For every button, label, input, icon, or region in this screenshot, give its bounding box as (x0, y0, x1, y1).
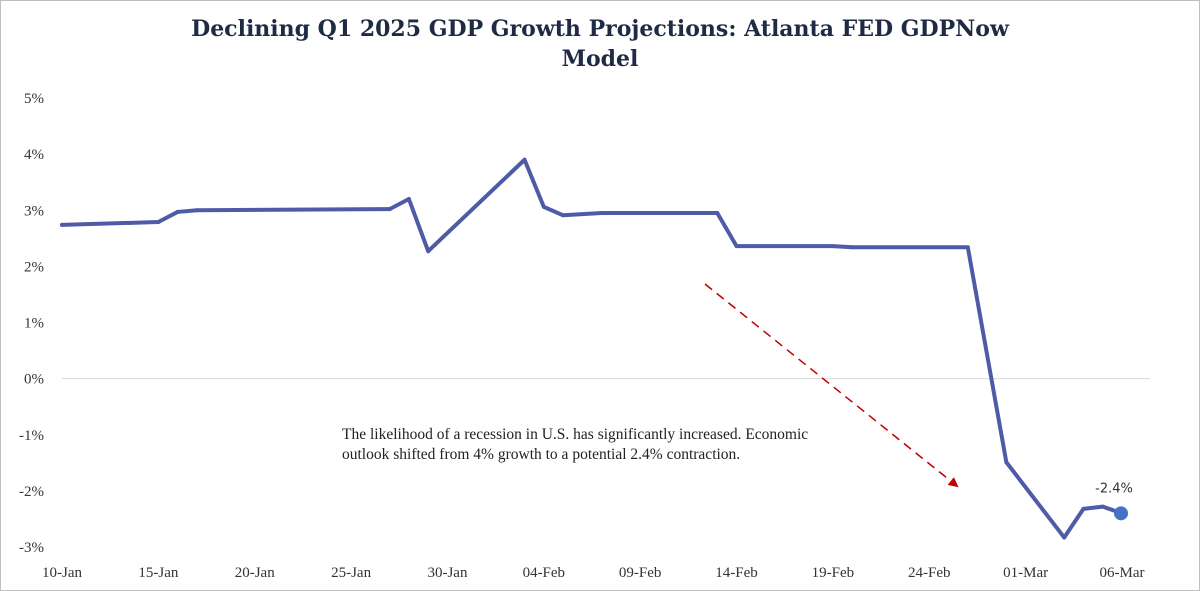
series-point (175, 209, 180, 214)
series-point (387, 207, 392, 212)
x-tick-label: 15-Jan (138, 565, 178, 581)
x-tick-label: 20-Jan (235, 565, 275, 581)
annotation-text: The likelihood of a recession in U.S. ha… (342, 426, 809, 463)
series-point (599, 211, 604, 216)
last-point-label: -2.4% (1095, 481, 1133, 496)
x-tick-label: 19-Feb (812, 565, 855, 581)
y-tick-label: 5% (24, 91, 44, 107)
x-tick-label: 30-Jan (427, 565, 467, 581)
y-tick-label: 2% (24, 259, 44, 275)
decline-arrow (704, 283, 959, 488)
x-tick-label: 01-Mar (1003, 565, 1048, 581)
series-point (1004, 460, 1009, 465)
y-tick-label: 0% (24, 372, 44, 388)
y-tick-label: -2% (19, 484, 44, 500)
series-point (561, 213, 566, 218)
x-axis-labels: 10-Jan 15-Jan 20-Jan 25-Jan 30-Jan 04-Feb 09-F… (42, 565, 1145, 581)
last-point-marker (1114, 506, 1128, 521)
series-point (1062, 535, 1067, 540)
x-tick-label: 10-Jan (42, 565, 82, 581)
series-point (426, 249, 431, 254)
x-tick-label: 04-Feb (523, 565, 566, 581)
y-tick-label: 4% (24, 147, 44, 163)
x-tick-label: 09-Feb (619, 565, 662, 581)
series-point (715, 211, 720, 216)
series-point (194, 208, 199, 213)
series-point (522, 157, 527, 162)
series-point (541, 204, 546, 209)
series-point (1081, 506, 1086, 511)
x-tick-label: 25-Jan (331, 565, 371, 581)
series-point (156, 220, 161, 225)
x-tick-label: 14-Feb (715, 565, 758, 581)
x-tick-label: 06-Mar (1100, 565, 1145, 581)
series-point (60, 222, 64, 227)
series-point (830, 244, 835, 249)
y-axis-labels: 5% 4% 3% 2% 1% 0% -1% -2% -3% (19, 91, 44, 556)
y-tick-label: 3% (24, 203, 44, 219)
chart-title: Declining Q1 2025 GDP Growth Projections… (191, 16, 1009, 72)
series-point (850, 245, 855, 250)
series-point (965, 245, 970, 250)
series-point (406, 197, 411, 202)
gdp-series-line (60, 157, 1124, 540)
y-tick-label: -3% (19, 540, 44, 556)
y-tick-label: 1% (24, 316, 44, 332)
series-point (734, 244, 739, 249)
x-tick-label: 24-Feb (908, 565, 951, 581)
y-tick-label: -1% (19, 428, 44, 444)
series-point (1100, 504, 1105, 509)
